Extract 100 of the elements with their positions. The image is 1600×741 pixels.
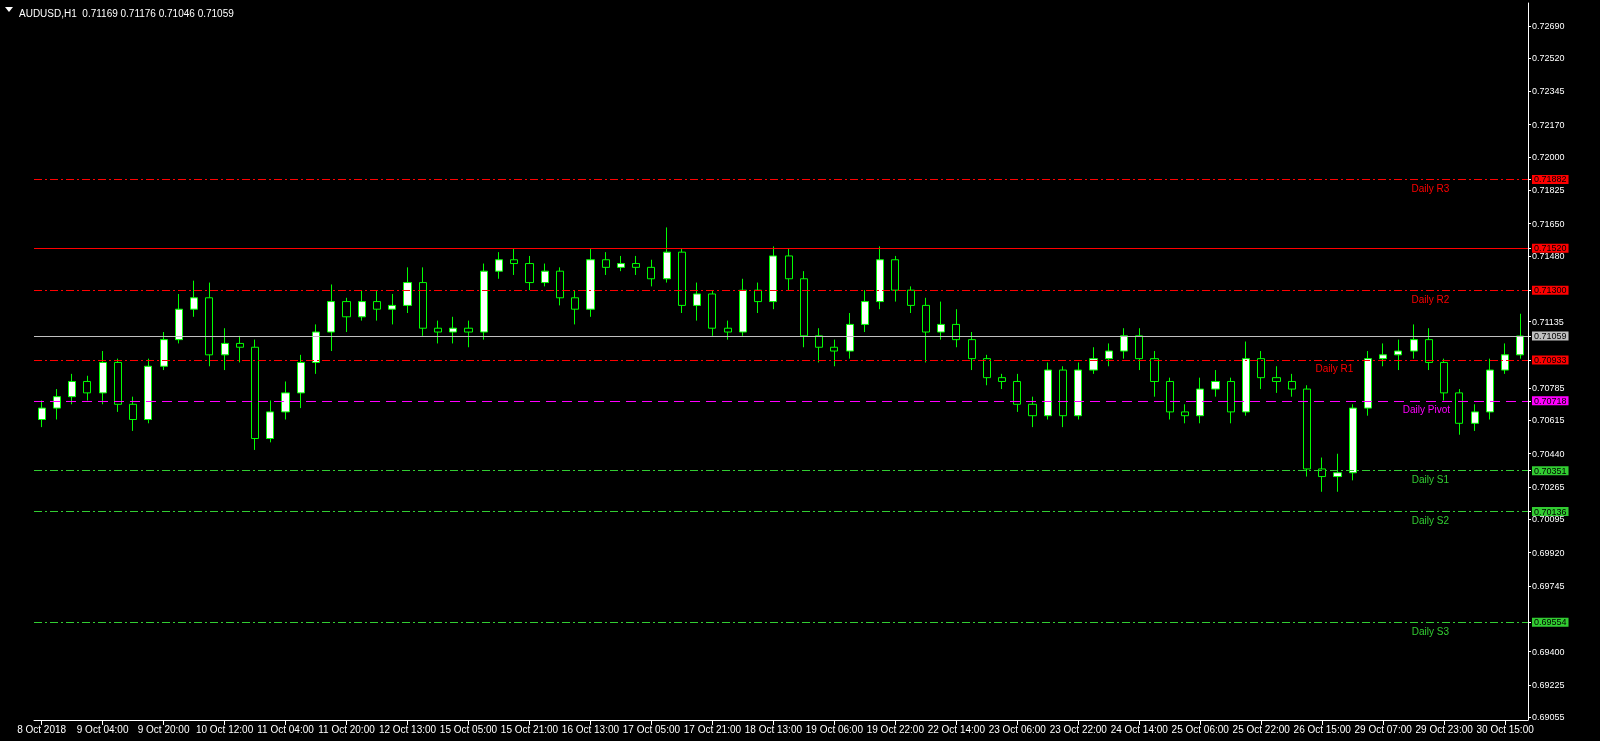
candlestick: [1105, 342, 1113, 367]
y-tick-label: 0.71520: [1534, 243, 1567, 254]
candlestick: [83, 375, 91, 401]
y-tick-label: 0.70615: [1532, 415, 1565, 426]
candlestick: [1455, 388, 1463, 436]
x-tick-label: 23 Oct 22:00: [1049, 723, 1108, 735]
x-tick-label: 24 Oct 14:00: [1110, 723, 1169, 735]
candlestick: [144, 358, 152, 424]
x-tick-label: 18 Oct 13:00: [744, 723, 803, 735]
candlestick: [785, 247, 793, 291]
x-tick-label: 8 Oct 2018: [17, 723, 67, 735]
candlestick: [190, 280, 198, 318]
candlestick: [1303, 384, 1311, 478]
candlestick: [998, 373, 1006, 390]
candlestick: [327, 283, 335, 352]
candlestick: [1211, 369, 1220, 398]
candlestick: [1394, 339, 1402, 371]
candlestick: [129, 396, 137, 432]
candlestick: [1196, 377, 1204, 424]
candlestick: [1288, 373, 1296, 398]
candlestick: [678, 247, 686, 314]
x-tick-label: 29 Oct 23:00: [1415, 723, 1474, 735]
x-tick-label: 15 Oct 05:00: [439, 723, 498, 735]
candlestick: [160, 331, 168, 371]
candlestick: [1501, 342, 1509, 375]
candlestick: [388, 293, 396, 325]
candlestick: [846, 312, 854, 360]
candlestick: [1028, 396, 1037, 428]
y-tick-label: 0.70265: [1532, 482, 1565, 493]
candlestick: [358, 289, 366, 322]
x-tick-label: 9 Oct 04:00: [76, 723, 129, 735]
candlestick: [1349, 403, 1357, 481]
y-tick-label: 0.70136: [1534, 506, 1567, 517]
candlestick: [1044, 361, 1052, 421]
candlestick: [221, 327, 229, 371]
x-tick-label: 15 Oct 21:00: [500, 723, 559, 735]
y-tick-label: 0.71650: [1532, 218, 1565, 229]
candlestick: [907, 285, 915, 314]
ref-line-label: Daily R2: [1411, 293, 1450, 305]
candlestick: [1089, 346, 1098, 375]
candlestick: [1410, 323, 1418, 360]
candlestick: [281, 380, 290, 421]
candlestick: [175, 293, 183, 344]
x-tick-label: 11 Oct 04:00: [257, 723, 315, 735]
candlestick: [891, 255, 899, 303]
candlestick: [952, 308, 960, 348]
candlestick: [53, 388, 61, 421]
x-tick-label: 10 Oct 12:00: [195, 723, 254, 735]
candlestick: [297, 354, 305, 409]
candlestick: [99, 350, 107, 405]
y-tick-label: 0.69055: [1532, 712, 1565, 723]
y-tick-label: 0.70785: [1532, 383, 1565, 394]
candlestick: [1242, 341, 1250, 417]
candlestick: [861, 289, 869, 333]
candlestick: [373, 289, 381, 322]
candlestick: [724, 320, 732, 341]
x-tick-label: 25 Oct 06:00: [1171, 723, 1230, 735]
candlestick: [1516, 313, 1524, 360]
x-tick-label: 17 Oct 21:00: [683, 723, 742, 735]
ref-line-label: Daily S2: [1411, 515, 1450, 527]
x-tick-label: 19 Oct 22:00: [866, 723, 925, 735]
candlestick: [1379, 342, 1387, 367]
candlestick: [480, 263, 488, 341]
ref-line-label: Daily Pivot: [1402, 404, 1451, 416]
candlestick: [342, 297, 351, 333]
candlestick: [937, 301, 945, 341]
candlestick: [419, 266, 427, 337]
y-tick-label: 0.70351: [1534, 465, 1567, 476]
x-tick-label: 26 Oct 15:00: [1293, 723, 1352, 735]
y-tick-label: 0.70933: [1534, 354, 1567, 365]
ref-line-label: Daily R1: [1315, 363, 1354, 375]
y-tick-label: 0.70095: [1532, 514, 1565, 525]
candlestick: [556, 266, 564, 306]
x-tick-label: 12 Oct 13:00: [378, 723, 437, 735]
candlestick: [510, 247, 518, 276]
candlestick: [1318, 457, 1326, 493]
y-tick-label: 0.72170: [1532, 119, 1565, 130]
y-tick-label: 0.69745: [1532, 580, 1565, 591]
y-tick-label: 0.71825: [1532, 185, 1565, 196]
candlestick: [739, 278, 747, 337]
x-tick-label: 25 Oct 22:00: [1232, 723, 1291, 735]
candlestick: [1181, 403, 1189, 424]
candlestick: [830, 339, 838, 367]
candlestick: [1120, 327, 1128, 360]
candlestick: [769, 245, 777, 310]
x-tick-label: 17 Oct 05:00: [622, 723, 681, 735]
y-tick-label: 0.72000: [1532, 152, 1565, 163]
candlestick: [1227, 377, 1235, 424]
candlestick: [495, 251, 503, 280]
candlestick: [800, 270, 808, 348]
ref-line-label: Daily R3: [1411, 182, 1450, 194]
candlestick: [632, 255, 640, 276]
candlestick: [876, 245, 884, 310]
candlestick: [1425, 327, 1433, 371]
y-tick-label: 0.69554: [1534, 617, 1567, 628]
y-tick-label: 0.71882: [1534, 174, 1567, 185]
candlestick: [693, 282, 701, 322]
candlestick: [266, 399, 274, 443]
candlestick: [1364, 350, 1372, 417]
candlestick: [571, 289, 579, 325]
